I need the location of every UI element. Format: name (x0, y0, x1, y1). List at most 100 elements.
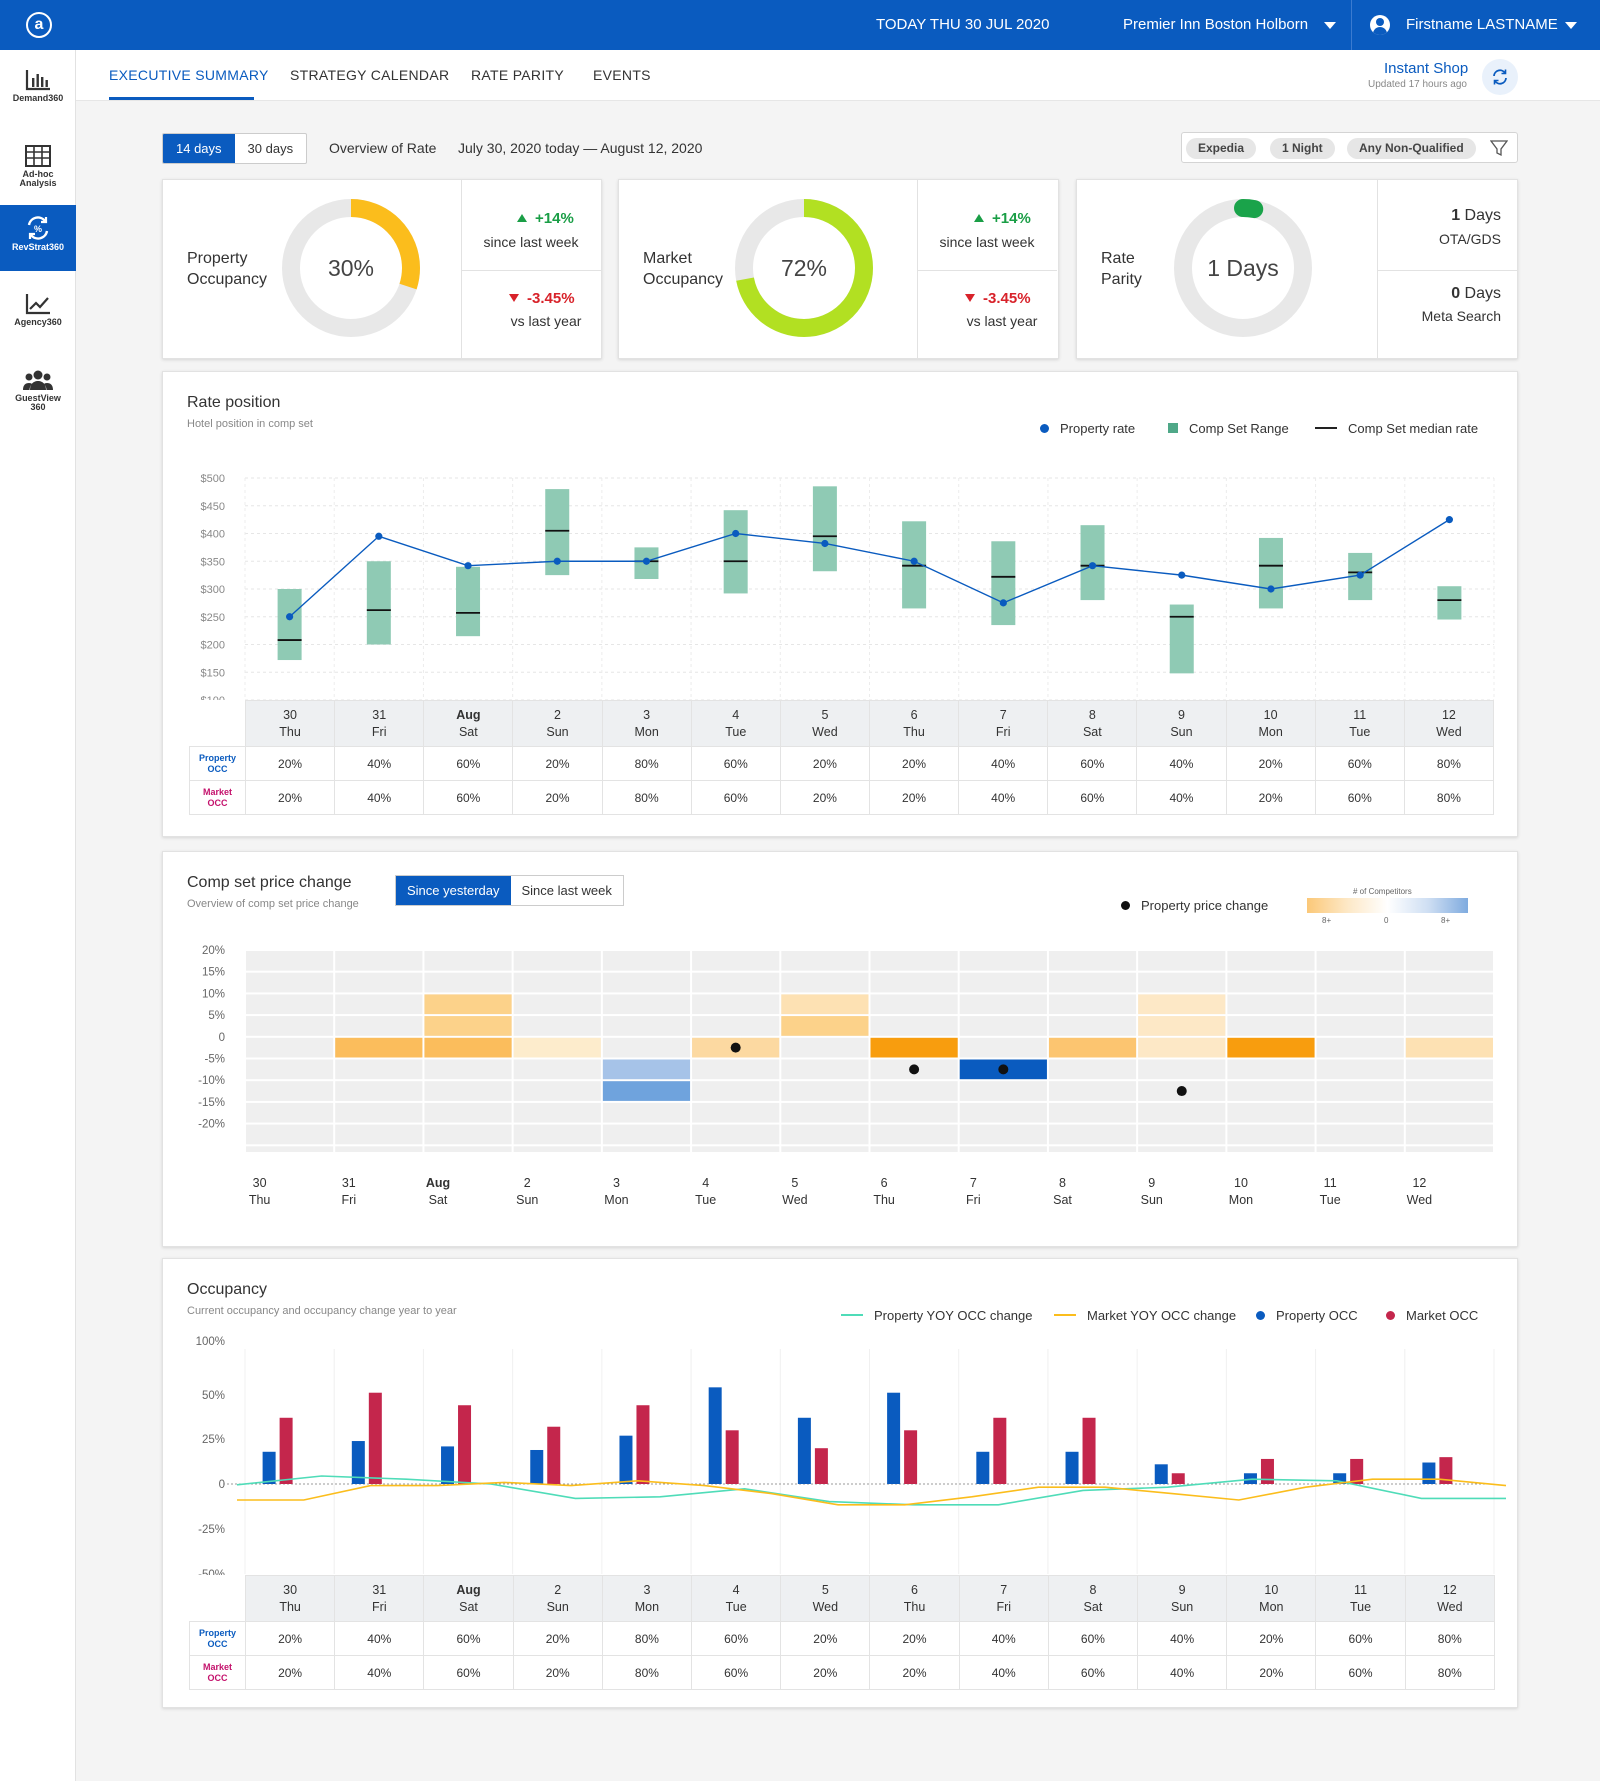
day-date: 9 (1178, 1582, 1186, 1597)
range-30-days-button[interactable]: 30 days (247, 141, 294, 156)
heatmap-bg-cell (781, 1102, 869, 1123)
x-axis-day: 9 Sun (1140, 1176, 1163, 1207)
day-header: 9 Sun (1137, 1575, 1228, 1622)
heatmap-bg-cell (870, 994, 958, 1015)
heatmap-bg-cell (1316, 1146, 1404, 1152)
filter-chip-los[interactable]: 1 Night (1270, 138, 1335, 159)
day-header: 7 Fri (958, 1575, 1049, 1622)
day-weekday: Tue (1349, 724, 1371, 739)
property-occ-bar (1154, 1464, 1168, 1484)
day-weekday: Fri (995, 724, 1011, 739)
meta-search-label: Meta Search (1421, 308, 1501, 324)
heatmap-bg-cell (1316, 1102, 1404, 1123)
sidebar-label: GuestView (15, 393, 61, 403)
day-date: 7 (1000, 1582, 1008, 1597)
heatmap-bg-cell (1227, 994, 1315, 1015)
filter-bar: Expedia 1 Night Any Non-Qualified (1181, 132, 1518, 163)
legend-property-price-change: Property price change (1121, 898, 1268, 913)
y-tick-label: $250 (201, 612, 225, 624)
instant-shop-link[interactable]: Instant Shop (1384, 60, 1469, 77)
heatmap-bg-cell (959, 994, 1047, 1015)
heatmap-cell (1138, 1037, 1226, 1058)
day-weekday: Thu (903, 724, 925, 739)
sidebar-item-revstrat360[interactable]: % RevStrat360 (0, 205, 76, 271)
heatmap-bg-cell (246, 972, 334, 993)
sidebar-item-demand360[interactable]: Demand360 (0, 58, 76, 124)
heatmap-bg-cell (781, 1146, 869, 1152)
market-occ-row: Market OCC 20% 40% 60% 20% 80% 60% 20% 20% 40% 60% 4… (189, 1655, 1496, 1690)
tab-rate-parity[interactable]: RATE PARITY (471, 67, 565, 83)
hotel-selector[interactable]: Premier Inn Boston Holborn (1123, 16, 1309, 33)
user-avatar-icon[interactable] (1370, 15, 1390, 35)
range-14-days-button[interactable]: 14 days (163, 134, 235, 163)
overview-label: Overview of Rate (329, 140, 437, 156)
year-change-label: vs last year (966, 313, 1038, 329)
sidebar-item-adhoc[interactable]: Ad-hoc Analysis (0, 134, 76, 200)
heatmap-bg-cell (959, 1037, 1047, 1058)
tab-events[interactable]: EVENTS (593, 67, 651, 83)
legend-property-occ: Property OCC (1256, 1308, 1358, 1323)
price-change-heatmap: 20% 15% 10% 5% 0 -5% -10% -15% -20% (198, 945, 1493, 1152)
property-rate-point (642, 557, 651, 565)
heatmap-bg-cell (1405, 1124, 1493, 1145)
since-yesterday-button[interactable]: Since yesterday (396, 876, 511, 905)
heatmap-bg-cell (1227, 1102, 1315, 1123)
occ-cell: 40% (1137, 1621, 1228, 1656)
app-logo[interactable]: a (26, 12, 52, 38)
day-weekday: Sat (1082, 724, 1102, 739)
property-rate-point (1088, 562, 1097, 570)
day-header: 12 Wed (1403, 700, 1495, 747)
sidebar-item-agency360[interactable]: Agency360 (0, 282, 76, 348)
day-date: 6 (911, 1582, 918, 1597)
day-date: 12 (1442, 1582, 1457, 1597)
price-change-period-toggle: Since yesterday Since last week (395, 875, 624, 906)
occupancy-card: Occupancy Current occupancy and occupanc… (162, 1258, 1518, 1708)
x-axis-day: 11 Tue (1319, 1176, 1341, 1207)
property-rate-point (1267, 585, 1275, 593)
heatmap-bg-cell (335, 1016, 423, 1036)
heatmap-bg-cell (335, 1146, 423, 1152)
heatmap-cell (602, 1059, 691, 1080)
legend-dot-icon (1121, 901, 1130, 910)
occ-cell: 80% (601, 1655, 693, 1690)
heatmap-bg-cell (959, 972, 1047, 993)
filter-icon[interactable] (1490, 140, 1508, 157)
heatmap-bg-cell (513, 1016, 601, 1036)
day-date: 5 (821, 707, 829, 722)
heatmap-bg-cell (1048, 1146, 1137, 1152)
legend-line-icon (841, 1314, 863, 1316)
y-tick-label: 0 (219, 1032, 225, 1044)
heatmap-bg-cell (1138, 951, 1226, 971)
heatmap-bg-cell (781, 951, 869, 971)
comp-set-range-bar (277, 589, 302, 661)
day-date: 12 (1441, 707, 1456, 722)
property-price-change-dot (730, 1042, 741, 1053)
heatmap-bg-cell (1316, 972, 1404, 993)
rate-position-subtitle: Hotel position in comp set (187, 418, 313, 430)
day-header-row: 30 Thu 31 Fri Aug Sat 2 Sun 3 Mon 4 Tue 5 Wed 6 Thu 7 Fri… (189, 700, 1495, 747)
day-weekday: Sat (458, 724, 478, 739)
day-header: 30 Thu (244, 1575, 336, 1622)
tab-executive-summary[interactable]: EXECUTIVE SUMMARY (109, 67, 269, 83)
tab-strategy-calendar[interactable]: STRATEGY CALENDAR (290, 67, 450, 83)
x-axis-day: 30 Thu (248, 1176, 271, 1207)
week-change-label: since last week (939, 234, 1035, 250)
hotel-chevron-down-icon[interactable] (1324, 22, 1336, 29)
heatmap-bg-cell (424, 1124, 512, 1145)
refresh-button[interactable] (1482, 59, 1518, 95)
day-header: 11 Tue (1315, 1575, 1406, 1622)
heatmap-bg-cell (424, 972, 512, 993)
user-menu[interactable]: Firstname LASTNAME (1406, 16, 1558, 33)
occ-cell: 40% (1136, 780, 1227, 815)
filter-chip-channel[interactable]: Expedia (1186, 138, 1257, 159)
filter-chip-rate-type[interactable]: Any Non-Qualified (1347, 138, 1476, 159)
since-last-week-button[interactable]: Since last week (521, 883, 612, 898)
y-tick-label: 0 (219, 1479, 225, 1491)
day-weekday: Sun (1170, 724, 1193, 739)
heatmap-bg-cell (692, 972, 780, 993)
occ-cell: 40% (334, 1655, 425, 1690)
user-chevron-down-icon[interactable] (1565, 22, 1577, 29)
property-occ-bar (976, 1451, 990, 1484)
sidebar-item-guestview360[interactable]: GuestView 360 (0, 358, 76, 424)
day-header: 4 Tue (690, 700, 781, 747)
